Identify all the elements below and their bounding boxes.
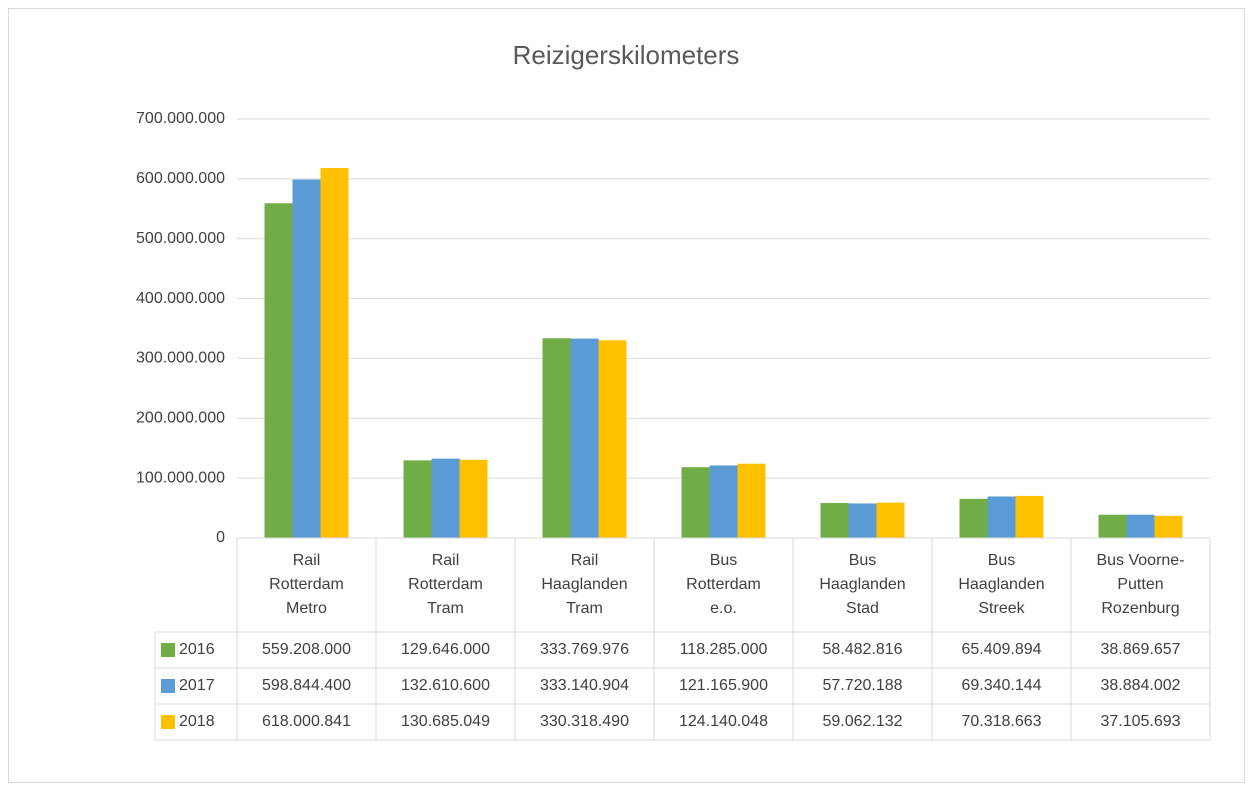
y-tick-label: 100.000.000	[136, 469, 225, 486]
y-tick-label: 700.000.000	[136, 110, 225, 127]
bar	[1126, 514, 1155, 538]
category-cell: Rail Rotterdam Metro	[237, 538, 376, 632]
bar	[1154, 515, 1183, 538]
x-tick-label: Bus Rotterdam e.o.	[686, 552, 761, 617]
bar	[403, 460, 432, 538]
table-value: 598.844.400	[262, 677, 351, 694]
x-tick-label: Rail Rotterdam Metro	[269, 552, 344, 617]
bar	[542, 338, 571, 538]
category-cell: Rail Haaglanden Tram	[515, 538, 654, 632]
y-tick-label: 200.000.000	[136, 410, 225, 427]
x-tick-label: Rail Rotterdam Tram	[408, 552, 483, 617]
category-cell: Rail Haaglanden Tram	[515, 538, 654, 632]
category-cell: Bus Haaglanden Streek	[932, 538, 1071, 632]
category-cell: Bus Haaglanden Stad	[793, 538, 932, 632]
table-value: 121.165.900	[679, 677, 768, 694]
bar	[959, 498, 988, 538]
table-value: 130.685.049	[401, 713, 490, 730]
table-value: 330.318.490	[540, 713, 629, 730]
table-value: 118.285.000	[680, 641, 768, 658]
bar	[570, 338, 599, 538]
category-cell: Bus Haaglanden Streek	[932, 538, 1071, 632]
category-cell: Bus Voorne-Putten Rozenburg	[1071, 538, 1210, 632]
legend-swatch	[161, 679, 175, 693]
table-value: 333.140.904	[540, 677, 629, 694]
bar	[1015, 495, 1044, 538]
table-value: 129.646.000	[401, 641, 490, 658]
y-tick-label: 500.000.000	[136, 230, 225, 247]
bar	[876, 502, 905, 538]
table-value: 132.610.600	[401, 677, 490, 694]
bar	[820, 502, 849, 538]
bar	[681, 467, 710, 538]
legend-swatch	[161, 715, 175, 729]
bar	[459, 459, 488, 538]
bar	[598, 340, 627, 538]
category-cell: Rail Rotterdam Tram	[376, 538, 515, 632]
x-tick-label: Bus Haaglanden Stad	[819, 552, 906, 617]
category-cell: Rail Rotterdam Tram	[376, 538, 515, 632]
bar	[709, 465, 738, 538]
table-value: 58.482.816	[822, 641, 902, 658]
table-value: 69.340.144	[961, 677, 1041, 694]
category-cell: Bus Haaglanden Stad	[793, 538, 932, 632]
table-value: 59.062.132	[822, 713, 902, 730]
x-tick-label: Bus Haaglanden Streek	[958, 552, 1045, 617]
bar	[320, 168, 349, 539]
table-value: 124.140.048	[679, 713, 768, 730]
bar	[848, 503, 877, 538]
legend-label: 2017	[179, 677, 215, 694]
bar	[987, 496, 1016, 538]
legend-label: 2016	[179, 641, 215, 658]
x-tick-label: Rail Haaglanden Tram	[541, 552, 628, 617]
category-cell: Bus Voorne-Putten Rozenburg	[1071, 538, 1210, 632]
table-value: 37.105.693	[1100, 713, 1180, 730]
bar	[737, 463, 766, 538]
legend-label: 2018	[179, 713, 215, 730]
bar	[264, 203, 293, 539]
y-tick-label: 300.000.000	[136, 350, 225, 367]
y-tick-label: 0	[216, 529, 225, 546]
table-value: 333.769.976	[540, 641, 629, 658]
table-value: 559.208.000	[262, 641, 351, 658]
bar	[292, 179, 321, 538]
bar	[1098, 514, 1127, 538]
y-tick-label: 600.000.000	[136, 170, 225, 187]
legend-swatch	[161, 643, 175, 657]
table-value: 70.318.663	[961, 713, 1041, 730]
table-value: 618.000.841	[262, 713, 351, 730]
table-value: 38.869.657	[1100, 641, 1180, 658]
table-value: 65.409.894	[961, 641, 1041, 658]
x-tick-label: Bus Voorne-Putten Rozenburg	[1096, 552, 1185, 617]
table-value: 57.720.188	[822, 677, 902, 694]
y-tick-label: 400.000.000	[136, 290, 225, 307]
bar	[431, 458, 460, 538]
category-cell: Bus Rotterdam e.o.	[654, 538, 793, 632]
category-cell: Bus Rotterdam e.o.	[654, 538, 793, 632]
table-value: 38.884.002	[1100, 677, 1180, 694]
category-cell: Rail Rotterdam Metro	[237, 538, 376, 632]
chart-title: Reizigerskilometers	[513, 40, 740, 70]
